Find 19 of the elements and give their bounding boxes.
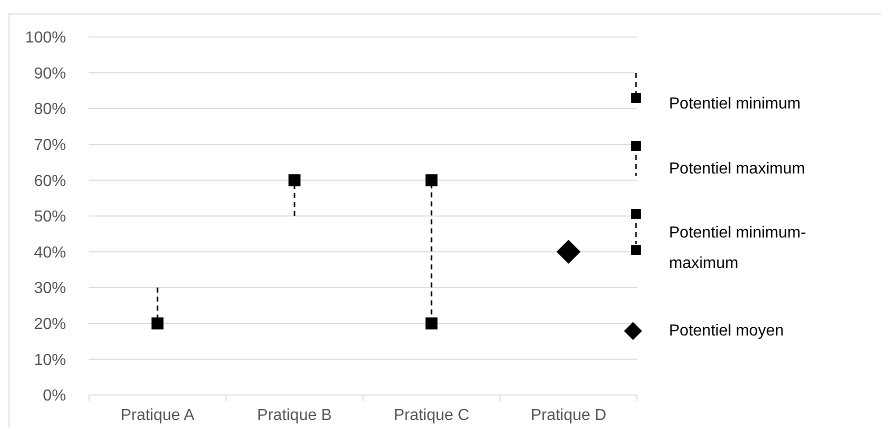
y-tick-label: 20% [34,316,66,333]
legend-label: Potentiel minimum [669,96,801,113]
y-tick-label: 80% [34,101,66,118]
y-tick-label: 100% [25,30,66,47]
x-tick-label: Pratique D [530,407,606,424]
x-tick-label: Pratique C [394,407,470,424]
y-tick-label: 70% [34,137,66,154]
y-tick-label: 50% [34,208,66,226]
legend-label: Potentiel moyen [669,322,784,340]
y-tick-label: 40% [34,244,66,262]
y-tick-label: 90% [34,65,66,82]
legend-label: Potentiel maximum [669,160,806,178]
y-tick-label: 30% [34,280,66,298]
y-tick-label: 0% [42,388,66,405]
x-tick-label: Pratique B [257,407,332,424]
x-tick-label: Pratique A [120,407,195,424]
y-tick-label: 60% [34,172,66,190]
y-tick-label: 10% [34,352,66,369]
legend-label: Potentiel minimum-maximum [669,224,806,272]
